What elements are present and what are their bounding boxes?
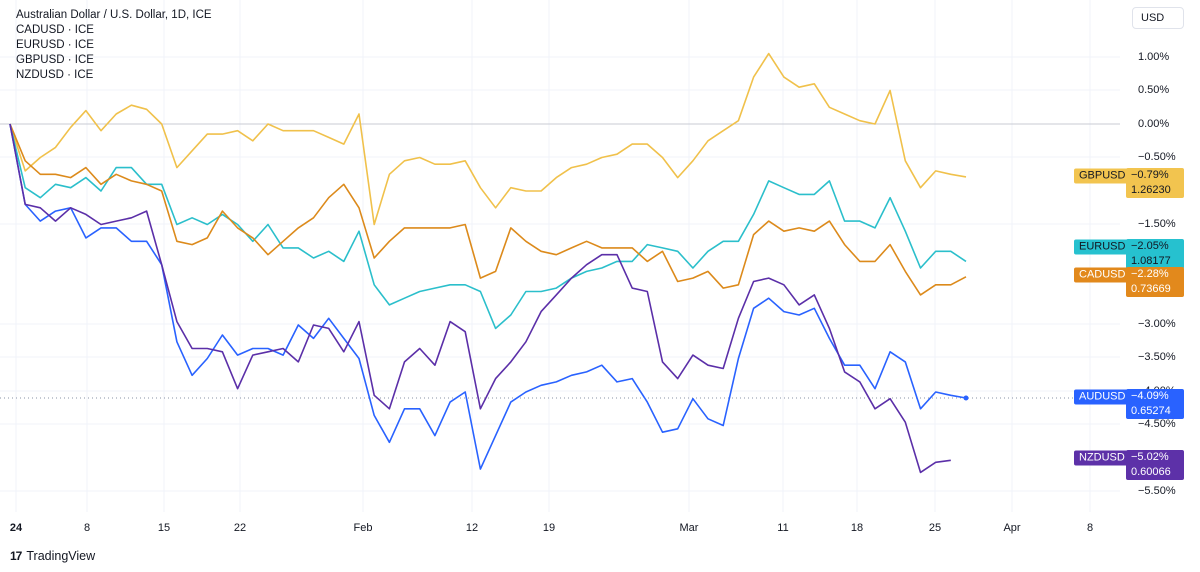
series-last-percent: −4.09% bbox=[1131, 390, 1169, 402]
y-tick-label: 0.00% bbox=[1138, 118, 1170, 130]
x-tick-label: 24 bbox=[9, 522, 23, 534]
tradingview-wordmark: TradingView bbox=[26, 549, 96, 563]
series-lines bbox=[9, 52, 969, 474]
x-tick-label: 15 bbox=[157, 522, 171, 534]
series-line-eurusd bbox=[9, 123, 967, 330]
y-tick-label: 0.50% bbox=[1138, 84, 1170, 96]
series-value-box-cadusd: −2.28% 0.73669 bbox=[1126, 267, 1184, 297]
x-tick-label: 11 bbox=[777, 522, 789, 534]
x-tick-label: 8 bbox=[83, 522, 91, 534]
legend-item-eurusd[interactable]: EURUSD · ICE bbox=[16, 39, 94, 51]
x-tick-label: 8 bbox=[1086, 522, 1094, 534]
series-tag-nzdusd: NZDUSD bbox=[1074, 450, 1130, 466]
x-tick-label: Apr bbox=[1003, 522, 1021, 534]
series-line-nzdusd bbox=[9, 123, 951, 474]
series-value-box-eurusd: −2.05% 1.08177 bbox=[1126, 239, 1184, 269]
tradingview-logo[interactable]: 17 TradingView bbox=[10, 549, 95, 563]
x-tick-label: 25 bbox=[928, 522, 942, 534]
y-tick-label: −0.50% bbox=[1138, 151, 1176, 163]
x-tick-label: Mar bbox=[679, 522, 699, 534]
y-tick-label: −1.50% bbox=[1138, 218, 1176, 230]
x-tick-label: 18 bbox=[850, 522, 864, 534]
grid bbox=[0, 0, 1120, 512]
x-tick-label: 19 bbox=[542, 522, 556, 534]
series-last-price: 0.60066 bbox=[1131, 466, 1171, 478]
y-tick-label: −4.50% bbox=[1138, 418, 1176, 430]
chart-legend: Australian Dollar / U.S. Dollar, 1D, ICE… bbox=[16, 8, 212, 83]
legend-title: Australian Dollar / U.S. Dollar, 1D, ICE bbox=[16, 9, 212, 21]
series-line-gbpusd bbox=[9, 52, 967, 226]
series-last-percent: −0.79% bbox=[1131, 169, 1169, 181]
series-value-box-audusd: −4.09% 0.65274 bbox=[1126, 389, 1184, 419]
y-tick-label: 1.00% bbox=[1138, 51, 1170, 63]
series-value-box-nzdusd: −5.02% 0.60066 bbox=[1126, 450, 1184, 480]
tradingview-logo-icon: 17 bbox=[10, 549, 22, 563]
y-tick-label: −3.50% bbox=[1138, 351, 1176, 363]
series-tag-cadusd: CADUSD bbox=[1074, 267, 1131, 283]
series-last-percent: −5.02% bbox=[1131, 451, 1169, 463]
x-tick-label: 22 bbox=[233, 522, 247, 534]
series-tag-eurusd: EURUSD bbox=[1074, 239, 1131, 255]
y-tick-label: −3.00% bbox=[1138, 318, 1176, 330]
series-last-price: 1.26230 bbox=[1131, 184, 1171, 196]
legend-item-cadusd[interactable]: CADUSD · ICE bbox=[16, 24, 94, 36]
last-point-marker bbox=[963, 395, 969, 401]
x-tick-label: 12 bbox=[465, 522, 479, 534]
series-tag-audusd: AUDUSD bbox=[1074, 389, 1131, 405]
y-tick-label: −5.50% bbox=[1138, 485, 1176, 497]
legend-item-gbpusd[interactable]: GBPUSD · ICE bbox=[16, 54, 94, 66]
series-last-price: 1.08177 bbox=[1131, 255, 1171, 267]
series-last-price: 0.65274 bbox=[1131, 405, 1171, 417]
series-last-percent: −2.28% bbox=[1131, 268, 1169, 280]
series-value-box-gbpusd: −0.79% 1.26230 bbox=[1126, 168, 1184, 198]
currency-unit-button[interactable]: USD bbox=[1132, 7, 1184, 29]
x-tick-label: Feb bbox=[353, 522, 373, 534]
series-last-percent: −2.05% bbox=[1131, 240, 1169, 252]
series-line-cadusd bbox=[9, 123, 967, 296]
legend-item-nzdusd[interactable]: NZDUSD · ICE bbox=[16, 69, 94, 81]
series-last-price: 0.73669 bbox=[1131, 283, 1171, 295]
series-tag-gbpusd: GBPUSD bbox=[1074, 168, 1131, 184]
series-line-audusd bbox=[9, 123, 967, 470]
